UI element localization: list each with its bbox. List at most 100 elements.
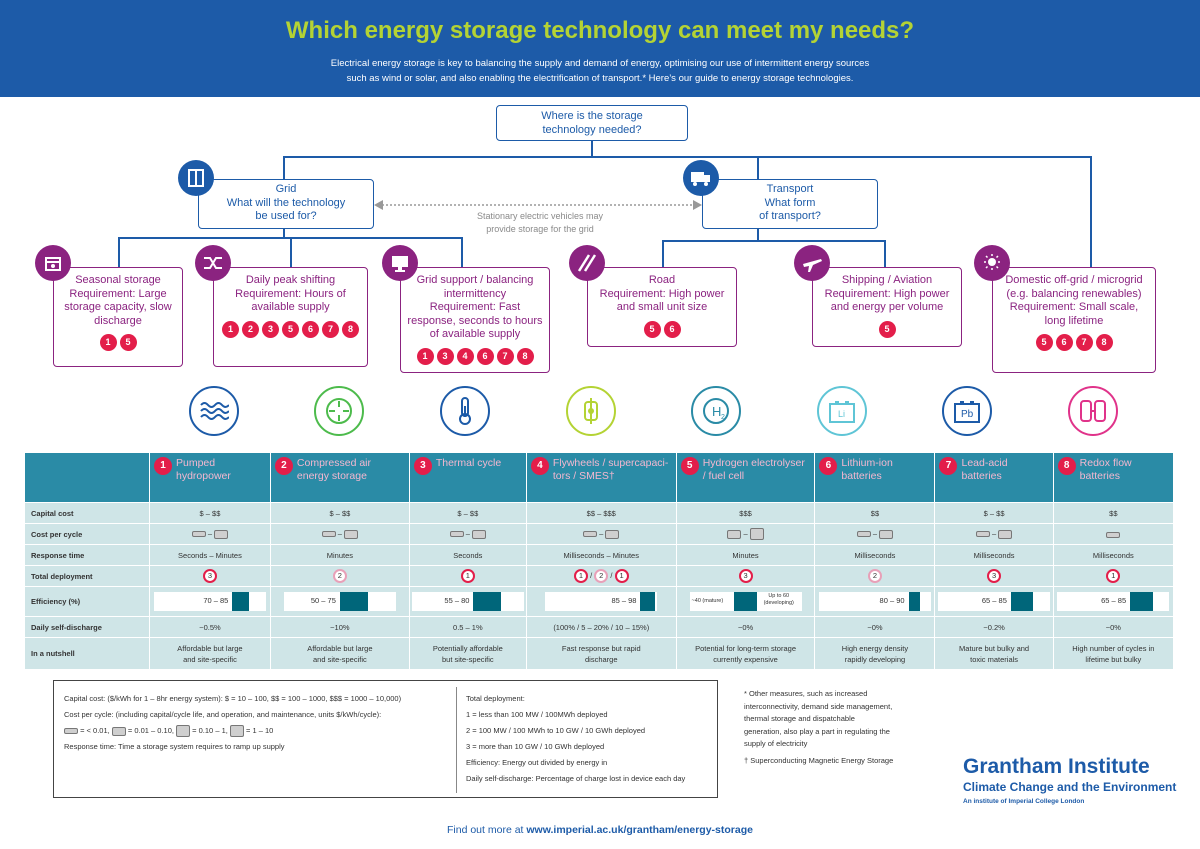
row-label: In a nutshell [24,637,150,670]
cycle-value-4: = 1 – 10 [246,726,274,735]
technology-number-dot: 1 [99,334,117,351]
connector [283,228,285,238]
footnote-dagger: † Superconducting Magnetic Energy Storag… [744,755,894,765]
application-node: Road Requirement: High power and small un… [587,267,737,347]
row-label: Response time [24,544,150,566]
legend-deploy-3: 3 = more than 10 GW / 10 GWh deployed [466,742,605,751]
node-title: Shipping / Aviation [841,274,933,286]
table-cell: 85 – 98 [525,586,677,617]
application-node: Shipping / Aviation Requirement: High pow… [812,267,962,347]
technology-number-dot: 6 [1055,334,1073,351]
connector [591,140,593,157]
legend-deploy-title: Total deployment: [466,694,525,703]
road-icon [569,245,605,281]
table-cell: 3 [149,565,271,587]
deployment-ring: 3 [738,569,753,583]
table-header-row: 1 Pumped hydropower 2 Compressed air energy… [24,452,1175,503]
technology-number: 6 [819,457,838,475]
table-cell: High number of cycles in lifetime but bul… [1052,637,1175,670]
nutshell-line-1: Affordable but large [177,643,243,653]
waves-icon [188,386,239,436]
nutshell-line-2: toxic materials [970,654,1019,664]
connector [283,156,1091,158]
technology-number-dot: 5 [878,320,896,338]
technology-number-dot: 5 [1035,334,1053,351]
cost-cylinder-icon [321,531,336,538]
efficiency-label: 65 – 85 [981,596,1007,605]
table-cell: ~0% [814,616,936,638]
efficiency-bar: 65 – 85 [938,592,1051,611]
cost-cylinder-icon [111,726,126,736]
nutshell-line-2: but site-specific [442,654,494,664]
table-cell: Milliseconds [1052,544,1175,566]
application-node: Domestic off-grid / microgrid (e.g. balan… [992,267,1156,373]
cost-cylinder-icon [975,531,990,538]
table-cell: $$ [1052,502,1175,524]
table-cell: $ – $$ [934,502,1054,524]
table-cell: $$ [814,502,936,524]
root-line-1: Where is the storage [541,110,643,122]
footer-link[interactable]: www.imperial.ac.uk/grantham/energy-stora… [526,824,753,836]
cost-cylinder-icon [727,529,742,539]
technology-name: Compressed air energy storage [296,457,372,482]
legend-deploy-2: 2 = 100 MW / 100 MWh to 10 GW / 10 GWh d… [466,726,646,735]
table-cell: ~40 (mature) Up to 60 (developing) [675,586,816,617]
deployment-ring: 3 [202,569,217,583]
efficiency-label: 55 – 80 [444,596,470,605]
cycle-value-1: = < 0.01, [80,726,110,735]
row-label: Total deployment [24,565,150,587]
efficiency-fill [640,592,655,611]
node-requirement: Requirement: Hours of available supply [235,287,346,314]
technology-header-content: 3 Thermal cycle [413,457,522,475]
technology-number-dot: 4 [456,347,474,365]
connector [290,237,292,267]
cycle-separator: – [205,529,215,539]
table-row: Daily self-discharge ~0.5% ~10% 0.5 – 1% (10… [24,616,1175,638]
technology-number-dot: 5 [282,320,299,338]
application-node: Seasonal storage Requirement: Large stora… [53,267,183,367]
table-cell: – [149,523,271,545]
technology-number-dot: 8 [516,347,534,365]
table-cell: $ – $$ [149,502,271,524]
technology-number-dot: 7 [496,347,514,365]
node-requirement: (e.g. balancing renewables) Requirement:… [1006,287,1142,327]
cycle-value-2: = 0.01 – 0.10, [127,726,174,735]
technology-number: 1 [154,457,172,475]
footer-prefix: Find out more at [447,824,527,836]
grid-line-1: What will the technology [226,196,346,209]
table-cell: Milliseconds – Minutes [525,544,677,566]
technology-header-content: 4 Flywheels / supercapaci-tors / SMES† [530,457,672,483]
technology-number: 5 [680,457,699,475]
table-cell: – [525,523,677,545]
table-cell: Affordable but large and site-specific [149,637,271,670]
subtitle-line-1: Electrical energy storage is key to bala… [330,58,870,69]
monitor-icon [382,245,418,281]
table-cell: (100% / 5 – 20% / 10 – 15%) [525,616,677,638]
technology-header-content: 8 Redox flow batteries [1057,457,1169,483]
technology-number-dot: 6 [663,320,681,338]
table-cell: 0.5 – 1% [408,616,527,638]
table-cell: 65 – 85 [934,586,1054,617]
table-row: In a nutshell Affordable but large and sit… [24,637,1175,670]
table-cell: 80 – 90 [814,586,936,617]
bidirectional-arrow [374,200,702,210]
technology-number-dot: 1 [416,347,434,365]
connector [1090,156,1092,275]
efficiency-bar: ~40 (mature) Up to 60 (developing) [689,592,802,611]
technology-number-dot: 8 [1095,334,1113,351]
legend-left: Capital cost: ($/kWh for 1 – 8hr energy … [64,691,449,755]
efficiency-label-low: ~40 (mature) [691,598,724,604]
arrow-note: Stationary electric vehicles may provide… [430,210,650,236]
transport-line-1: What form [764,196,816,209]
technology-header-content: 5 Hydrogen electrolyser / fuel cell [680,457,811,483]
technology-header: 5 Hydrogen electrolyser / fuel cell [675,452,816,503]
efficiency-fill [232,592,250,611]
technology-number: 8 [1057,457,1076,475]
cycle-separator: – [741,528,750,538]
nutshell-line-1: Mature but bulky and [959,643,1030,653]
deployment-ring: 1 [1106,569,1121,583]
technology-number: 2 [274,457,293,475]
technology-number-dot: 7 [322,320,339,338]
table-cell: 1 [408,565,527,587]
